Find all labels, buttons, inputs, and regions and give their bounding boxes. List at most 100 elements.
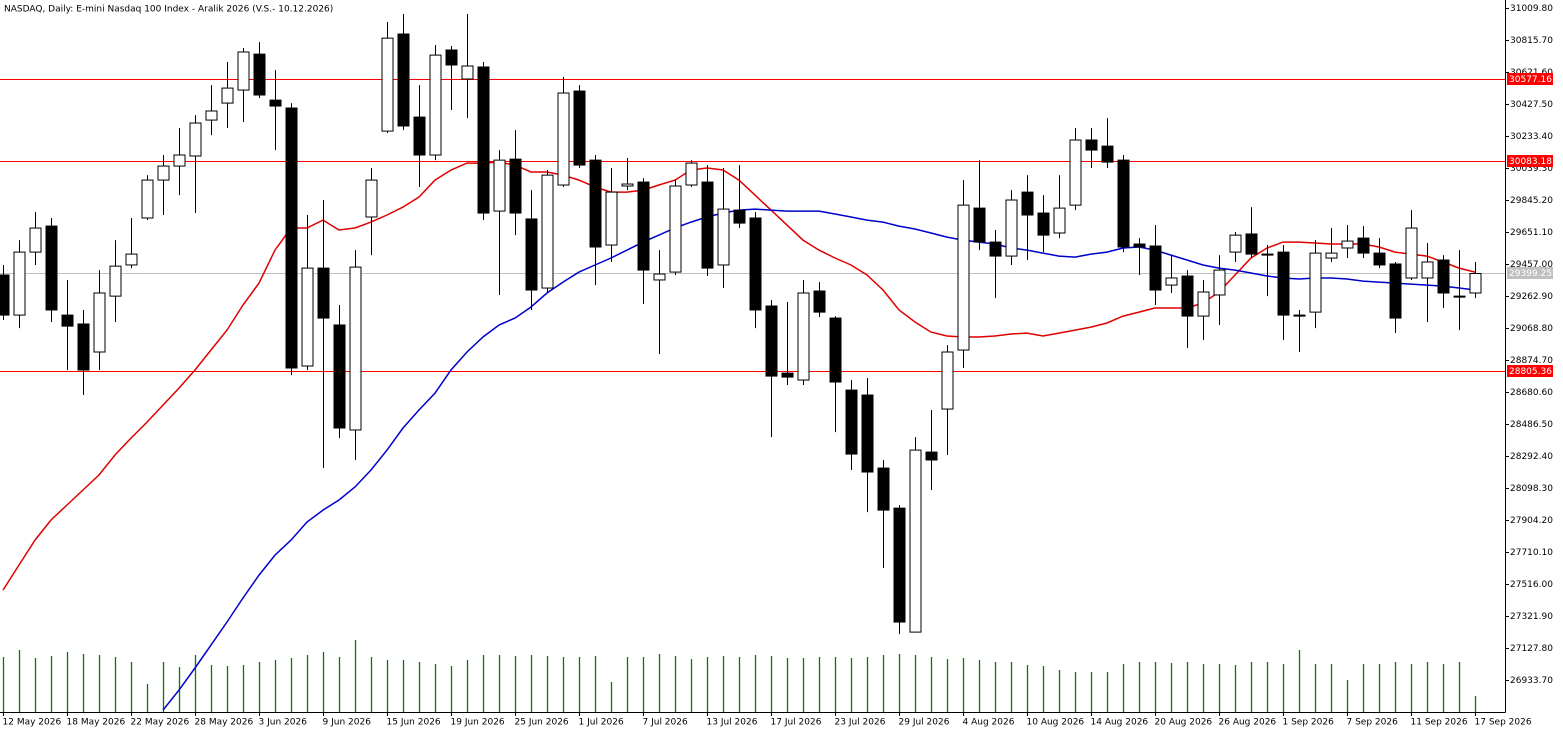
candle-body [477, 66, 490, 214]
y-tick-label: 30427.50 [1510, 100, 1553, 110]
x-tick-label: 26 Aug 2026 [1219, 718, 1277, 728]
x-tick-label: 3 Jun 2026 [259, 718, 308, 728]
candle-body [221, 87, 234, 104]
candle-body [45, 225, 58, 311]
x-tick-label: 17 Sep 2026 [1475, 718, 1532, 728]
y-tick-label: 30039.30 [1510, 164, 1553, 174]
candle-body [1165, 277, 1178, 286]
x-tick-label: 10 Aug 2026 [1027, 718, 1085, 728]
candle-body [93, 292, 106, 353]
y-tick-label: 30233.40 [1510, 132, 1553, 142]
y-tick-label: 28680.60 [1510, 388, 1553, 398]
candle-body [509, 158, 522, 214]
candle-body [797, 292, 810, 381]
candle-body [333, 324, 346, 429]
x-tick-label: 4 Aug 2026 [963, 718, 1015, 728]
chart-title: NASDAQ, Daily: E-mini Nasdaq 100 Index -… [4, 5, 333, 15]
candle-body [573, 90, 586, 166]
candle-body [0, 274, 10, 316]
candle-body [301, 267, 314, 367]
candle-body [957, 204, 970, 351]
candle-body [525, 218, 538, 291]
candle-body [1085, 139, 1098, 151]
x-tick-label: 11 Sep 2026 [1411, 718, 1468, 728]
y-tick-label: 29457.00 [1510, 260, 1553, 270]
x-tick-label: 1 Jul 2026 [579, 718, 624, 728]
x-tick-label: 28 May 2026 [195, 718, 254, 728]
y-tick-label: 26933.70 [1510, 676, 1553, 686]
candle-body [1037, 212, 1050, 236]
candle-body [909, 449, 922, 633]
candle-body [1245, 233, 1258, 255]
candle-body [749, 217, 762, 311]
candle-body [1197, 291, 1210, 317]
level-label-box [1507, 73, 1553, 85]
y-tick-label: 27321.90 [1510, 612, 1553, 622]
y-tick-label: 28098.30 [1510, 484, 1553, 494]
candle-body [1309, 252, 1322, 313]
y-tick-label: 28486.50 [1510, 420, 1553, 430]
x-tick-label: 12 May 2026 [3, 718, 62, 728]
candle-body [653, 273, 666, 281]
candle-body [941, 351, 954, 410]
candle-body [685, 162, 698, 186]
level-label: 28805.36 [1509, 367, 1552, 377]
candle-body [621, 183, 634, 187]
candle-body [893, 507, 906, 623]
x-tick-label: 15 Jun 2026 [387, 718, 441, 728]
x-tick-label: 7 Sep 2026 [1347, 718, 1399, 728]
candle-body [1133, 243, 1146, 248]
y-tick-label: 30815.70 [1510, 36, 1553, 46]
x-tick-label: 19 Jun 2026 [451, 718, 505, 728]
candle-body [205, 110, 218, 121]
candle-body [669, 185, 682, 273]
candle-body [157, 165, 170, 181]
candle-body [1149, 245, 1162, 291]
y-tick-label: 29262.90 [1510, 292, 1553, 302]
x-tick-label: 14 Aug 2026 [1091, 718, 1149, 728]
candle-body [13, 251, 26, 316]
x-tick-label: 17 Jul 2026 [771, 718, 822, 728]
y-tick-label: 27127.80 [1510, 644, 1553, 654]
x-tick-label: 13 Jul 2026 [707, 718, 758, 728]
candle-body [541, 174, 554, 289]
candle-body [1229, 234, 1242, 253]
candle-body [141, 179, 154, 219]
candle-body [925, 451, 938, 461]
candle-body [1469, 272, 1482, 294]
candle-body [1405, 227, 1418, 279]
x-tick-label: 1 Sep 2026 [1283, 718, 1335, 728]
candle-body [1261, 253, 1274, 256]
moving-average-line [162, 208, 1476, 711]
candle-body [1021, 191, 1034, 216]
current-price-box [1507, 267, 1553, 279]
x-tick-label: 9 Jun 2026 [323, 718, 372, 728]
candle-body [77, 323, 90, 371]
candle-body [1213, 269, 1226, 296]
candle-body [1341, 240, 1354, 249]
candle-body [349, 266, 362, 431]
candle-body [1101, 145, 1114, 163]
candle-body [845, 389, 858, 455]
candle-body [861, 394, 874, 473]
y-tick-label: 29068.80 [1510, 324, 1553, 334]
candle-body [1053, 207, 1066, 234]
candle-body [285, 107, 298, 369]
candle-body [413, 116, 426, 156]
candle-body [429, 54, 442, 156]
y-tick-label: 27710.10 [1510, 548, 1553, 558]
y-tick-label: 31009.80 [1510, 4, 1553, 14]
level-label-box [1507, 365, 1553, 377]
candle-body [701, 181, 714, 269]
y-tick-label: 27904.20 [1510, 516, 1553, 526]
candle-body [1277, 251, 1290, 316]
candle-body [109, 265, 122, 297]
candle-body [1293, 314, 1306, 317]
candle-body [445, 49, 458, 66]
candle-body [61, 314, 74, 327]
candle-body [253, 53, 266, 96]
candle-body [381, 37, 394, 132]
candle-body [1005, 199, 1018, 257]
